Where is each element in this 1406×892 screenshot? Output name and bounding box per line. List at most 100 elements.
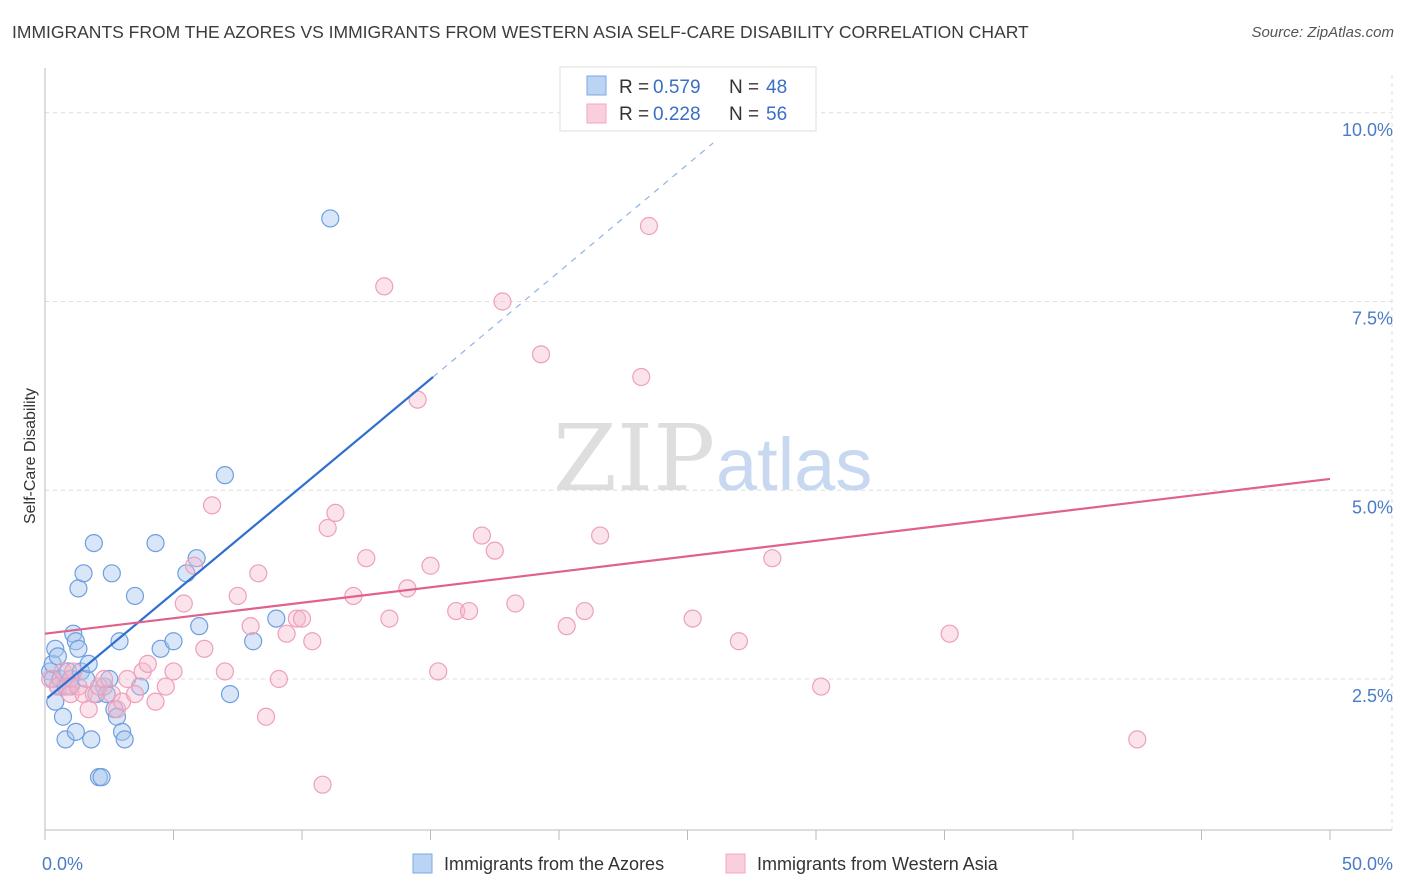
legend-swatch-western-asia	[586, 103, 607, 124]
legend-n-value-western-asia: 56	[766, 104, 787, 125]
point-western-asia-40	[357, 549, 376, 568]
point-western-asia-35	[303, 632, 322, 651]
x-tick-label-0: 0.0%	[42, 854, 83, 874]
point-western-asia-27	[228, 586, 247, 606]
point-azores-16	[66, 722, 85, 741]
point-azores-47	[244, 632, 263, 651]
point-azores-37	[125, 586, 145, 606]
y-tick-label-1: 5.0%	[1352, 497, 1393, 517]
trend-lines	[44, 142, 1331, 699]
point-azores-9	[56, 730, 75, 749]
point-western-asia-4	[61, 684, 80, 704]
point-western-asia-48	[459, 601, 479, 621]
point-western-asia-52	[506, 594, 525, 613]
point-western-asia-11	[95, 669, 114, 689]
point-western-asia-62	[812, 677, 831, 696]
bottom-legend-label-western-asia: Immigrants from Western Asia	[757, 854, 999, 874]
legend-n-label-azores: N =	[729, 77, 759, 98]
x-tick-label-1: 50.0%	[1342, 854, 1393, 874]
point-western-asia-46	[429, 662, 448, 681]
y-axis-label: Self-Care Disability	[22, 388, 39, 524]
point-western-asia-23	[184, 556, 204, 575]
source-credit: Source: ZipAtlas.com	[1251, 24, 1394, 41]
point-western-asia-19	[146, 692, 165, 711]
point-western-asia-21	[164, 662, 183, 681]
y-tick-label-3: 10.0%	[1342, 120, 1393, 140]
bottom-legend-swatch-western-asia	[725, 853, 746, 874]
point-western-asia-59	[683, 609, 702, 628]
y-tick-label-2: 7.5%	[1352, 309, 1393, 329]
point-azores-27	[92, 768, 111, 787]
chart-title: IMMIGRANTS FROM THE AZORES VS IMMIGRANTS…	[12, 22, 1029, 42]
point-western-asia-22	[174, 594, 193, 613]
legend-bottom: Immigrants from the Azores Immigrants fr…	[412, 853, 999, 874]
point-azores-44	[190, 617, 209, 636]
point-western-asia-56	[591, 526, 610, 545]
point-azores-23	[82, 730, 101, 749]
point-western-asia-64	[1128, 730, 1147, 749]
point-azores-8	[53, 707, 73, 726]
point-azores-41	[164, 632, 183, 651]
point-western-asia-30	[256, 707, 276, 726]
point-western-asia-20	[156, 677, 175, 696]
trend-line-western-asia	[44, 477, 1331, 635]
point-western-asia-61	[763, 549, 782, 568]
legend-swatch-azores	[586, 75, 607, 96]
point-western-asia-60	[729, 632, 749, 651]
point-western-asia-55	[575, 601, 594, 621]
point-western-asia-34	[292, 609, 312, 628]
point-western-asia-47	[447, 601, 466, 621]
legend-r-value-azores: 0.579	[653, 77, 701, 98]
point-azores-36	[115, 730, 134, 749]
point-western-asia-18	[138, 654, 157, 674]
point-western-asia-49	[472, 526, 491, 545]
legend-r-label-azores: R =	[619, 77, 649, 98]
watermark-zip: ZIP	[553, 405, 715, 512]
point-western-asia-45	[421, 556, 440, 575]
bottom-legend-swatch-azores	[412, 853, 433, 874]
point-western-asia-38	[326, 503, 345, 523]
point-azores-46	[220, 684, 240, 704]
trend-line-azores	[46, 376, 434, 699]
legend-n-value-azores: 48	[766, 77, 787, 98]
point-western-asia-57	[632, 367, 651, 387]
watermark-atlas: atlas	[716, 423, 872, 506]
axes	[44, 68, 1392, 840]
grid-lines	[45, 75, 1393, 830]
legend-r-label-western-asia: R =	[619, 104, 649, 125]
legend-top: R = 0.579 N = 48 R = 0.228 N = 56	[559, 66, 817, 132]
point-western-asia-50	[485, 541, 504, 560]
point-azores-24	[84, 533, 103, 553]
point-western-asia-53	[531, 345, 551, 364]
point-azores-45	[215, 466, 234, 485]
point-western-asia-37	[318, 518, 337, 538]
point-western-asia-28	[241, 617, 260, 636]
point-western-asia-51	[493, 292, 512, 311]
point-azores-4	[46, 692, 65, 711]
point-azores-34	[110, 632, 129, 651]
watermark: ZIP atlas	[553, 405, 872, 512]
point-western-asia-41	[375, 277, 394, 296]
point-western-asia-16	[125, 684, 145, 704]
point-western-asia-33	[287, 609, 306, 628]
point-azores-48	[267, 609, 286, 628]
point-western-asia-63	[940, 624, 959, 643]
data-points	[41, 209, 1147, 794]
x-tick-labels: 0.0% 50.0%	[42, 854, 1393, 874]
bottom-legend-label-azores: Immigrants from the Azores	[444, 854, 664, 874]
point-azores-17	[69, 579, 88, 598]
point-azores-39	[146, 533, 165, 553]
point-western-asia-29	[249, 564, 268, 583]
point-western-asia-26	[215, 662, 234, 681]
y-tick-labels: 2.5% 5.0% 7.5% 10.0%	[1342, 120, 1393, 706]
point-western-asia-42	[380, 609, 399, 628]
point-western-asia-54	[557, 617, 576, 636]
point-western-asia-24	[195, 639, 214, 658]
point-azores-29	[97, 684, 116, 704]
point-azores-20	[74, 564, 93, 583]
point-azores-49	[321, 209, 340, 228]
point-azores-18	[69, 639, 88, 658]
y-tick-label-0: 2.5%	[1352, 686, 1393, 706]
point-western-asia-15	[118, 669, 137, 689]
